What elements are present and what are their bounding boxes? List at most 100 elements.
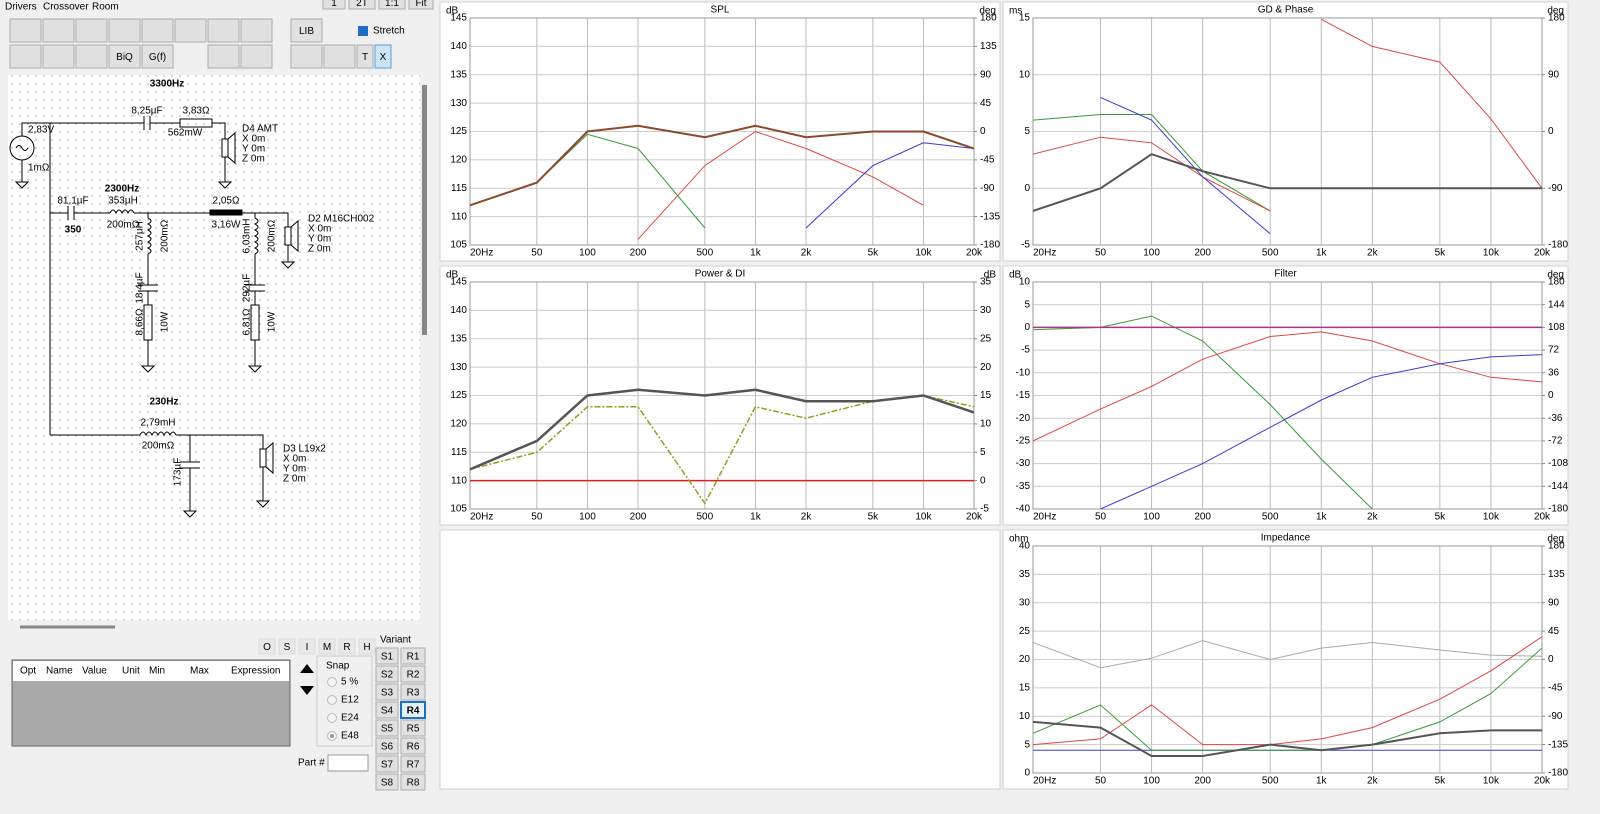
button[interactable]: [400, 719, 426, 737]
driver-position: Y 0m: [308, 234, 331, 245]
button[interactable]: [9, 44, 42, 69]
button[interactable]: [375, 719, 399, 737]
button[interactable]: [375, 701, 399, 719]
move-arrows[interactable]: [300, 664, 314, 695]
radio[interactable]: [327, 677, 337, 687]
wire: [255, 495, 271, 508]
button[interactable]: [141, 44, 174, 69]
wire: [176, 434, 264, 449]
wire: [217, 176, 233, 189]
button[interactable]: [75, 18, 108, 43]
wire: [280, 256, 296, 269]
part-value: 81,1µF: [57, 196, 88, 207]
y2-tick-label: 180: [1548, 541, 1565, 552]
y-tick-label: 110: [451, 211, 467, 222]
button[interactable]: [400, 737, 426, 755]
button[interactable]: [141, 18, 174, 43]
y-tick-label: 105: [450, 504, 467, 515]
scrollbar[interactable]: [420, 75, 430, 620]
y-tick-label: 145: [450, 13, 467, 24]
wire: [259, 441, 274, 475]
y-tick-label: 0: [1024, 768, 1030, 779]
crossover-frequency: 2300Hz: [105, 184, 139, 195]
button-label: R5: [407, 724, 420, 735]
driver-name: D4 AMT: [242, 124, 278, 135]
button[interactable]: [42, 44, 75, 69]
button[interactable]: [375, 773, 399, 791]
button[interactable]: [348, 0, 376, 10]
part-value: 353µH: [108, 196, 138, 207]
button[interactable]: [323, 44, 356, 69]
button[interactable]: [400, 773, 426, 791]
button[interactable]: [108, 44, 141, 69]
y-tick-label: -20: [1016, 413, 1031, 424]
button[interactable]: [375, 683, 399, 701]
button[interactable]: [400, 665, 426, 683]
y2-tick-label: -5: [980, 504, 989, 515]
button[interactable]: [375, 737, 399, 755]
button[interactable]: [9, 18, 42, 43]
scroll-thumb[interactable]: [422, 85, 427, 335]
button[interactable]: [400, 647, 426, 665]
wire: [182, 505, 198, 518]
button-label: Fit: [415, 0, 426, 9]
x-tick-label: 500: [1262, 776, 1279, 787]
x-tick-label: 200: [1194, 512, 1211, 523]
radio[interactable]: [327, 695, 337, 705]
chart-title: GD & Phase: [1258, 5, 1314, 16]
button[interactable]: [356, 44, 374, 69]
button[interactable]: [408, 0, 434, 10]
button[interactable]: [75, 44, 108, 69]
button[interactable]: [322, 0, 346, 10]
button[interactable]: [240, 18, 273, 43]
part-value: 292µF: [242, 274, 253, 303]
part-value: 173µF: [173, 458, 184, 487]
x-tick-label: 100: [1143, 248, 1160, 259]
series-line: [1100, 354, 1542, 509]
x-tick-label: 1k: [1316, 248, 1328, 259]
button[interactable]: [375, 647, 399, 665]
button-label: S3: [381, 688, 394, 699]
button[interactable]: [240, 44, 273, 69]
button[interactable]: [298, 638, 316, 655]
radio-dot: [330, 734, 334, 738]
button-label: R2: [407, 670, 420, 681]
button[interactable]: [400, 683, 426, 701]
button[interactable]: [374, 44, 392, 69]
button[interactable]: [290, 18, 323, 43]
button[interactable]: [207, 18, 240, 43]
button[interactable]: [258, 638, 276, 655]
part-input[interactable]: [327, 754, 369, 772]
part-value: 3,16W: [212, 220, 241, 231]
button[interactable]: [400, 755, 426, 773]
resistor: [250, 304, 260, 341]
y2-tick-label: -180: [980, 240, 1000, 251]
checkbox[interactable]: [358, 26, 368, 36]
button[interactable]: [375, 665, 399, 683]
radio-label: E12: [341, 695, 359, 706]
y-tick-label: 120: [450, 155, 467, 166]
button-label: R6: [407, 742, 420, 753]
y2-tick-label: -135: [980, 211, 1000, 222]
button-label: S7: [381, 760, 394, 771]
button[interactable]: [378, 0, 406, 10]
radio[interactable]: [327, 713, 337, 723]
button[interactable]: [278, 638, 296, 655]
button[interactable]: [358, 638, 376, 655]
button[interactable]: [338, 638, 356, 655]
button[interactable]: [174, 18, 207, 43]
button[interactable]: [207, 44, 240, 69]
y-tick-label: 5: [1024, 739, 1030, 750]
button[interactable]: [318, 638, 336, 655]
button[interactable]: [375, 755, 399, 773]
x-tick-label: 100: [1143, 512, 1160, 523]
button[interactable]: [108, 18, 141, 43]
y2-tick-label: 180: [1548, 13, 1565, 24]
series-line: [1033, 720, 1542, 757]
x-tick-label: 20k: [966, 248, 983, 259]
button[interactable]: [400, 701, 426, 719]
button[interactable]: [42, 18, 75, 43]
button[interactable]: [290, 44, 323, 69]
chart-title: Power & DI: [695, 269, 746, 280]
x-tick-label: 2k: [801, 248, 813, 259]
